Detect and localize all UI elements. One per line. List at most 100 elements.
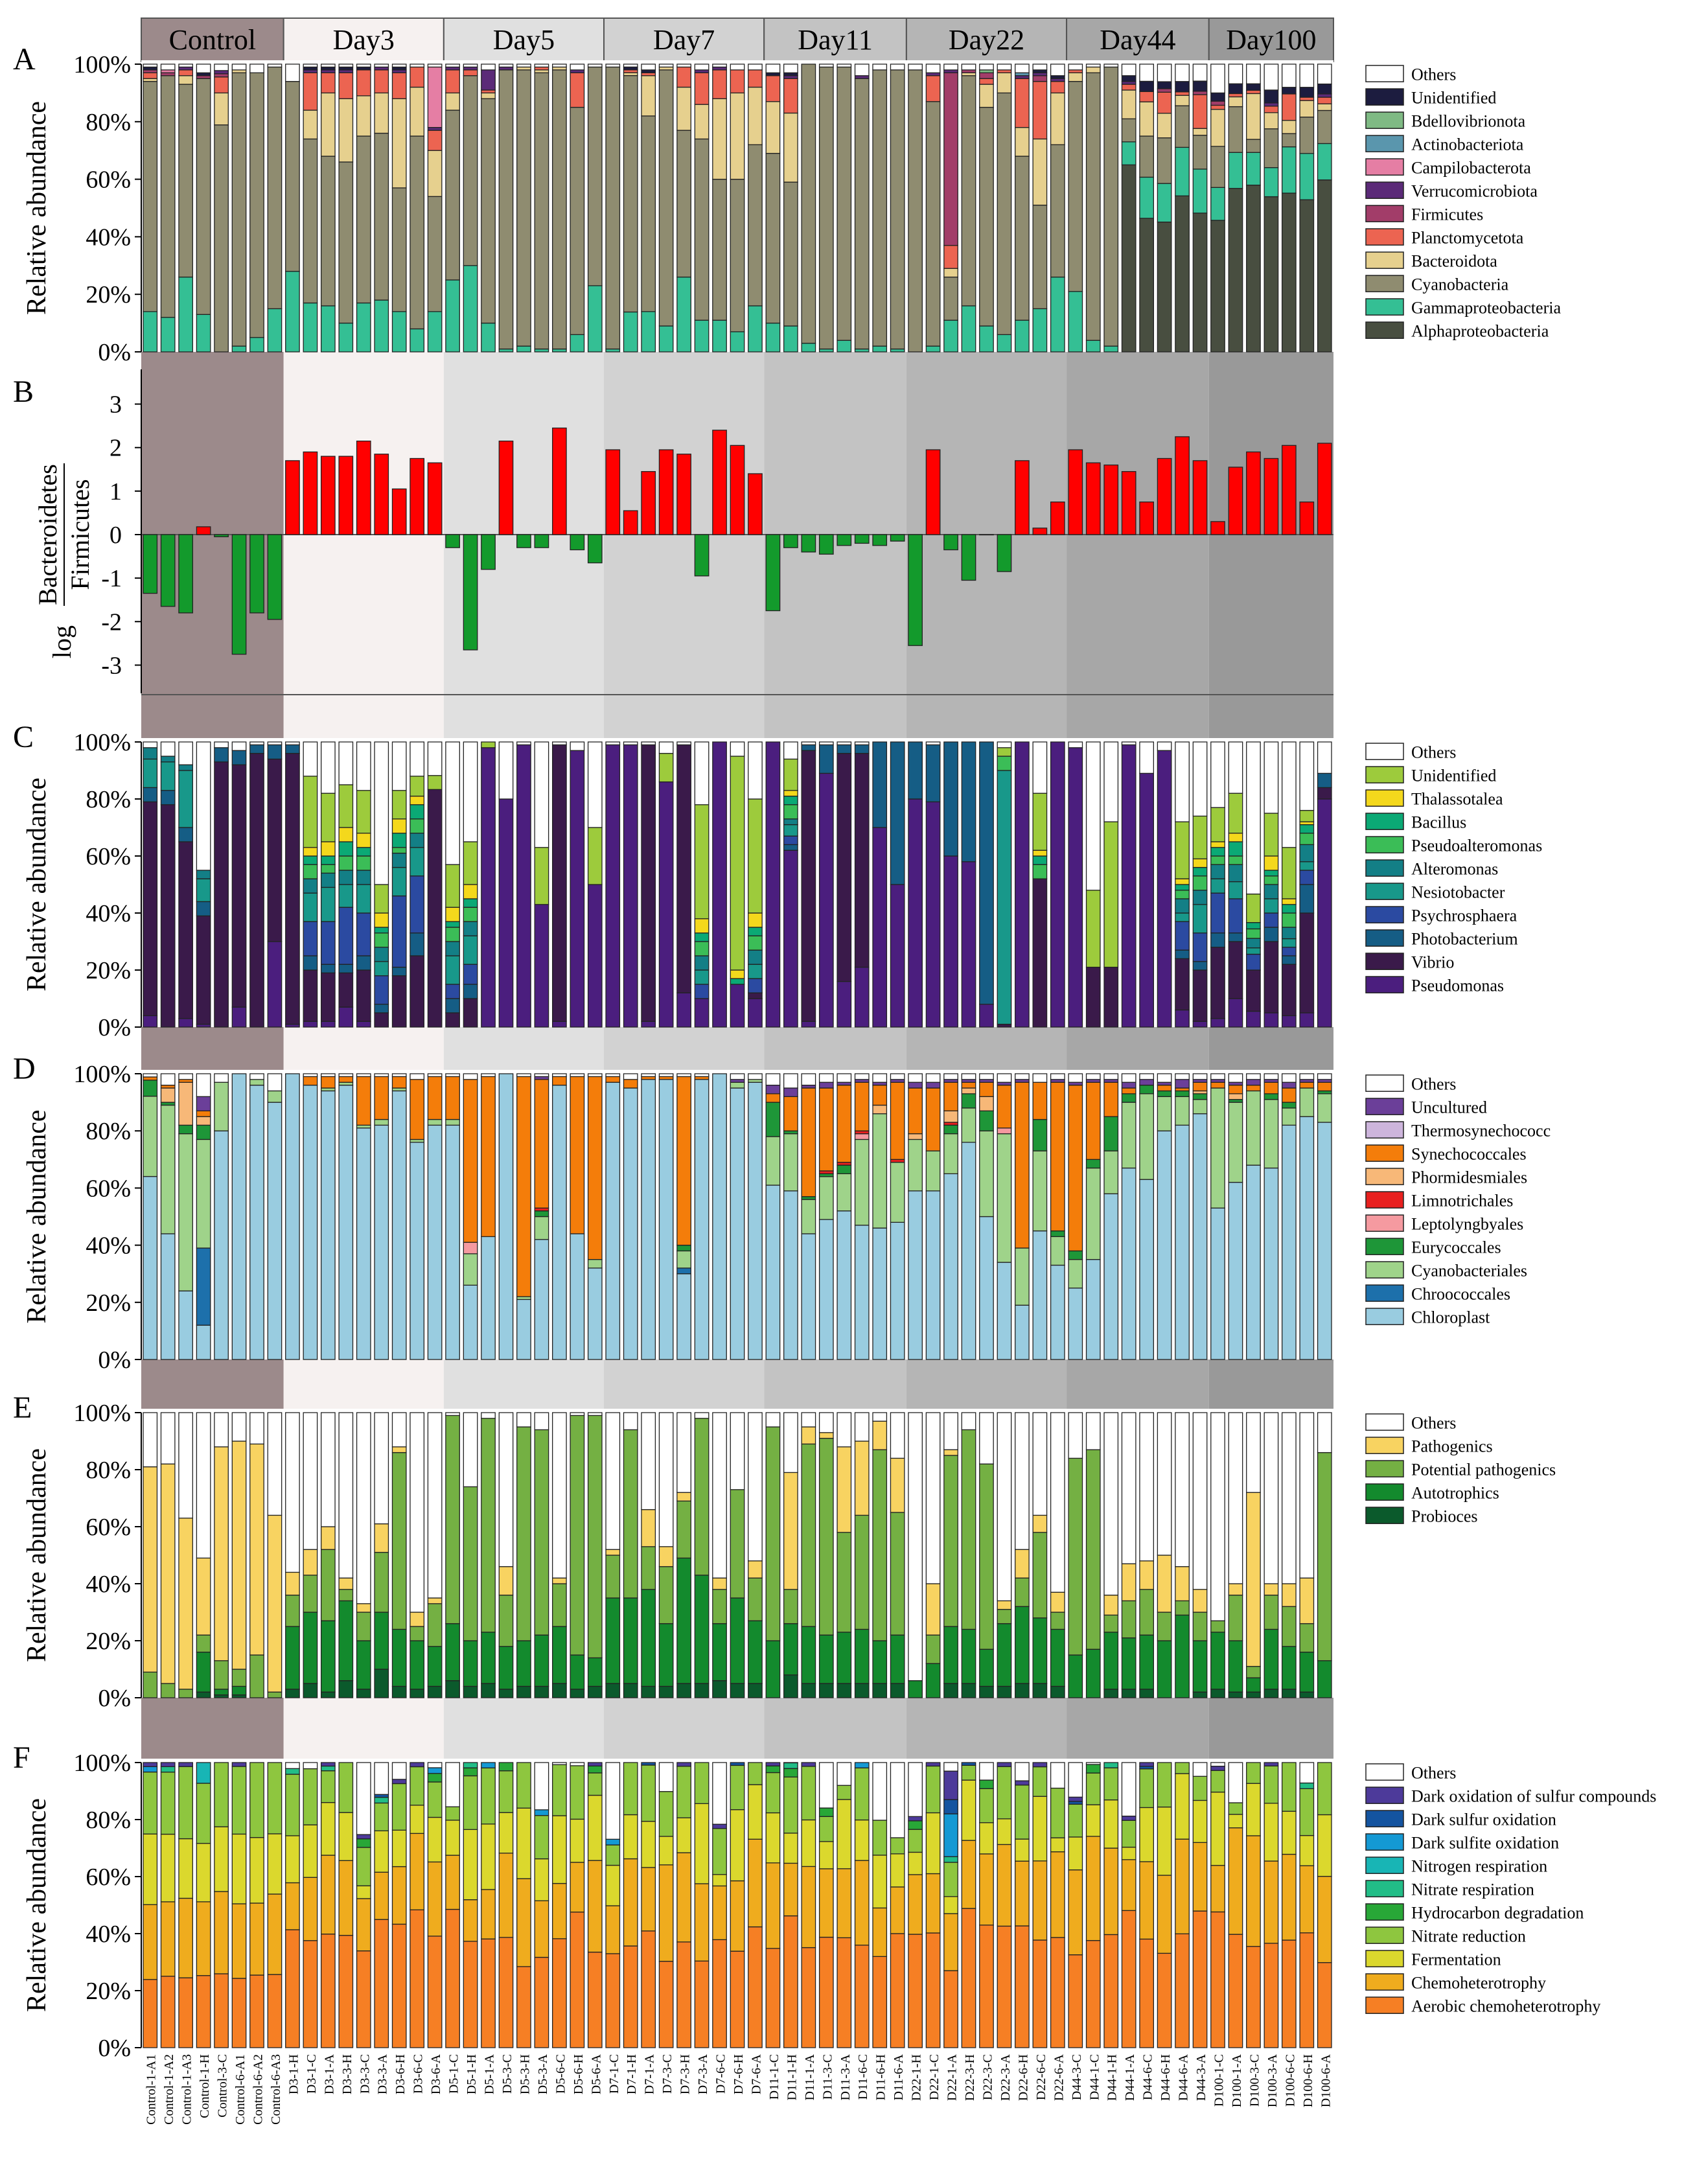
bar-segment-chloroplast xyxy=(961,1142,976,1360)
bar-segment-others xyxy=(1139,1412,1155,1562)
bar-segment-planctomycetota xyxy=(943,245,958,269)
bar-segment-others xyxy=(1246,1412,1261,1493)
bar-segment-thalassotalea xyxy=(1192,858,1208,868)
bar-segment-verrucomicrobiota xyxy=(463,66,478,71)
bar-segment-others xyxy=(356,1412,371,1604)
bar-segment-uncultured xyxy=(801,1084,816,1089)
bar-segment-nitrate-reduction xyxy=(1085,1772,1101,1805)
bar-segment-autotrophics xyxy=(872,1640,888,1684)
bar-segment-vibrio xyxy=(1103,966,1119,1028)
bar-segment-cyanobacteriales xyxy=(1210,1087,1225,1209)
bar-segment-unidentified xyxy=(1032,69,1048,73)
x-tick-label: D5-1-A xyxy=(483,2053,497,2094)
bar-segment-planctomycetota xyxy=(303,72,318,111)
bar-segment-unidentified xyxy=(997,747,1012,757)
bar-segment-eurycoccales xyxy=(1228,1099,1243,1103)
bar-segment-others xyxy=(854,1412,870,1442)
x-tick-label: D11-3-A xyxy=(838,2053,853,2100)
x-tick-label: D5-3-H xyxy=(518,2054,532,2094)
bar-segment-cyanobacteriales xyxy=(1015,1247,1030,1306)
bar-segment-others xyxy=(552,1073,567,1078)
bar-segment-thalassotalea xyxy=(1264,855,1279,871)
bar-segment-unidentified xyxy=(1281,87,1297,95)
bar-segment-alteromonas xyxy=(303,878,318,894)
bar-segment-eurycoccales xyxy=(801,1196,816,1200)
bar-segment-synechococcales xyxy=(1264,1082,1279,1094)
bar-segment-fermentation xyxy=(818,1841,834,1869)
bar-segment-gammaproteobacteria xyxy=(854,348,870,353)
y-tick-label: 40% xyxy=(86,224,131,251)
bar-segment-fermentation xyxy=(1085,1804,1101,1837)
bar-segment-cyanobacteriales xyxy=(1121,1102,1137,1169)
bar-segment-others xyxy=(1068,64,1083,71)
bar-segment-vibrio xyxy=(1175,958,1190,1011)
bar-segment-synechococcales xyxy=(338,1076,354,1083)
legend-swatch xyxy=(1365,1856,1404,1874)
bar-segment-planctomycetota xyxy=(338,72,354,99)
bar-segment-pathogenics xyxy=(890,1457,905,1513)
ratio-bar xyxy=(961,534,976,581)
bar-segment-aerobic-chemoheterotrophy xyxy=(303,1940,318,2048)
bar-segment-nesiotobacter xyxy=(160,761,176,791)
bar-segment-autotrophics xyxy=(925,1663,941,1698)
bar-segment-autotrophics xyxy=(534,1634,549,1687)
bar-segment-autotrophics xyxy=(854,1628,870,1684)
bar-segment-cyanobacteria xyxy=(1192,135,1208,170)
bar-segment-autotrophics xyxy=(338,1600,354,1682)
bar-segment-chloroplast xyxy=(1050,1264,1065,1360)
ratio-bar xyxy=(997,534,1012,572)
bar-segment-gammaproteobacteria xyxy=(1015,319,1030,353)
bar-segment-others xyxy=(534,1412,549,1431)
bar-segment-pseudomonas xyxy=(552,1021,567,1028)
bar-segment-dark-oxidation-of-sulfur-compounds xyxy=(1210,1765,1225,1771)
bar-segment-photobacterium xyxy=(1317,772,1332,789)
bar-segment-leptolyngbyales xyxy=(854,1133,870,1140)
bar-segment-others xyxy=(214,1073,229,1083)
bar-segment-nitrate-reduction xyxy=(783,1776,798,1834)
bar-segment-gammaproteobacteria xyxy=(338,322,354,353)
bar-segment-alphaproteobacteria xyxy=(1317,179,1332,353)
legend-swatch xyxy=(1365,1284,1404,1302)
bar-segment-synechococcales xyxy=(605,1076,621,1083)
bar-segment-probioces xyxy=(1264,1689,1279,1698)
legend-swatch xyxy=(1365,1996,1404,2014)
bar-segment-cyanobacteriales xyxy=(534,1216,549,1240)
bar-segment-photobacterium xyxy=(196,901,211,917)
bar-segment-potential-pathogenics xyxy=(694,1418,710,1576)
bar-segment-cyanobacteria xyxy=(1246,139,1261,153)
bar-segment-photobacterium xyxy=(1192,961,1208,971)
bar-segment-alphaproteobacteria xyxy=(1228,188,1243,353)
bar-segment-photobacterium xyxy=(979,741,994,1005)
bar-segment-chemoheterotrophy xyxy=(481,1889,496,1939)
bar-segment-pathogenics xyxy=(1246,1492,1261,1667)
bar-segment-nitrate-respiration xyxy=(1103,1762,1119,1768)
legend-swatch xyxy=(1365,1413,1404,1431)
bar-segment-fermentation xyxy=(837,1799,852,1869)
bar-segment-dark-oxidation-of-sulfur-compounds xyxy=(1264,1762,1279,1766)
bar-segment-cyanobacteriales xyxy=(925,1150,941,1192)
bar-segment-chloroplast xyxy=(1157,1130,1172,1360)
bar-segment-gammaproteobacteria xyxy=(712,319,727,353)
bar-segment-chloroplast xyxy=(748,1082,763,1360)
bar-segment-nitrate-reduction xyxy=(765,1772,781,1814)
bar-segment-aerobic-chemoheterotrophy xyxy=(445,1908,460,2048)
bar-segment-planctomycetota xyxy=(925,75,941,102)
bar-segment-cyanobacteria xyxy=(356,135,371,304)
bar-segment-probioces xyxy=(481,1683,496,1698)
x-tick-label: D44-6-C xyxy=(1141,2054,1155,2100)
bar-segment-others xyxy=(160,741,176,757)
bar-segment-cyanobacteria xyxy=(249,72,264,338)
bar-segment-potential-pathogenics xyxy=(1121,1600,1137,1639)
bar-segment-chloroplast xyxy=(178,1290,194,1360)
bar-segment-others xyxy=(676,741,691,746)
bar-segment-probioces xyxy=(1103,1689,1119,1698)
bar-segment-potential-pathogenics xyxy=(1050,1612,1065,1630)
bar-segment-gammaproteobacteria xyxy=(925,345,941,353)
bar-segment-chloroplast xyxy=(837,1210,852,1360)
bar-segment-others xyxy=(1139,64,1155,82)
bar-segment-uncultured xyxy=(1210,1079,1225,1083)
bar-segment-dark-sulfite-oxidation xyxy=(143,1766,158,1773)
panel-letter: F xyxy=(13,1741,30,1775)
bar-segment-others xyxy=(1192,64,1208,82)
